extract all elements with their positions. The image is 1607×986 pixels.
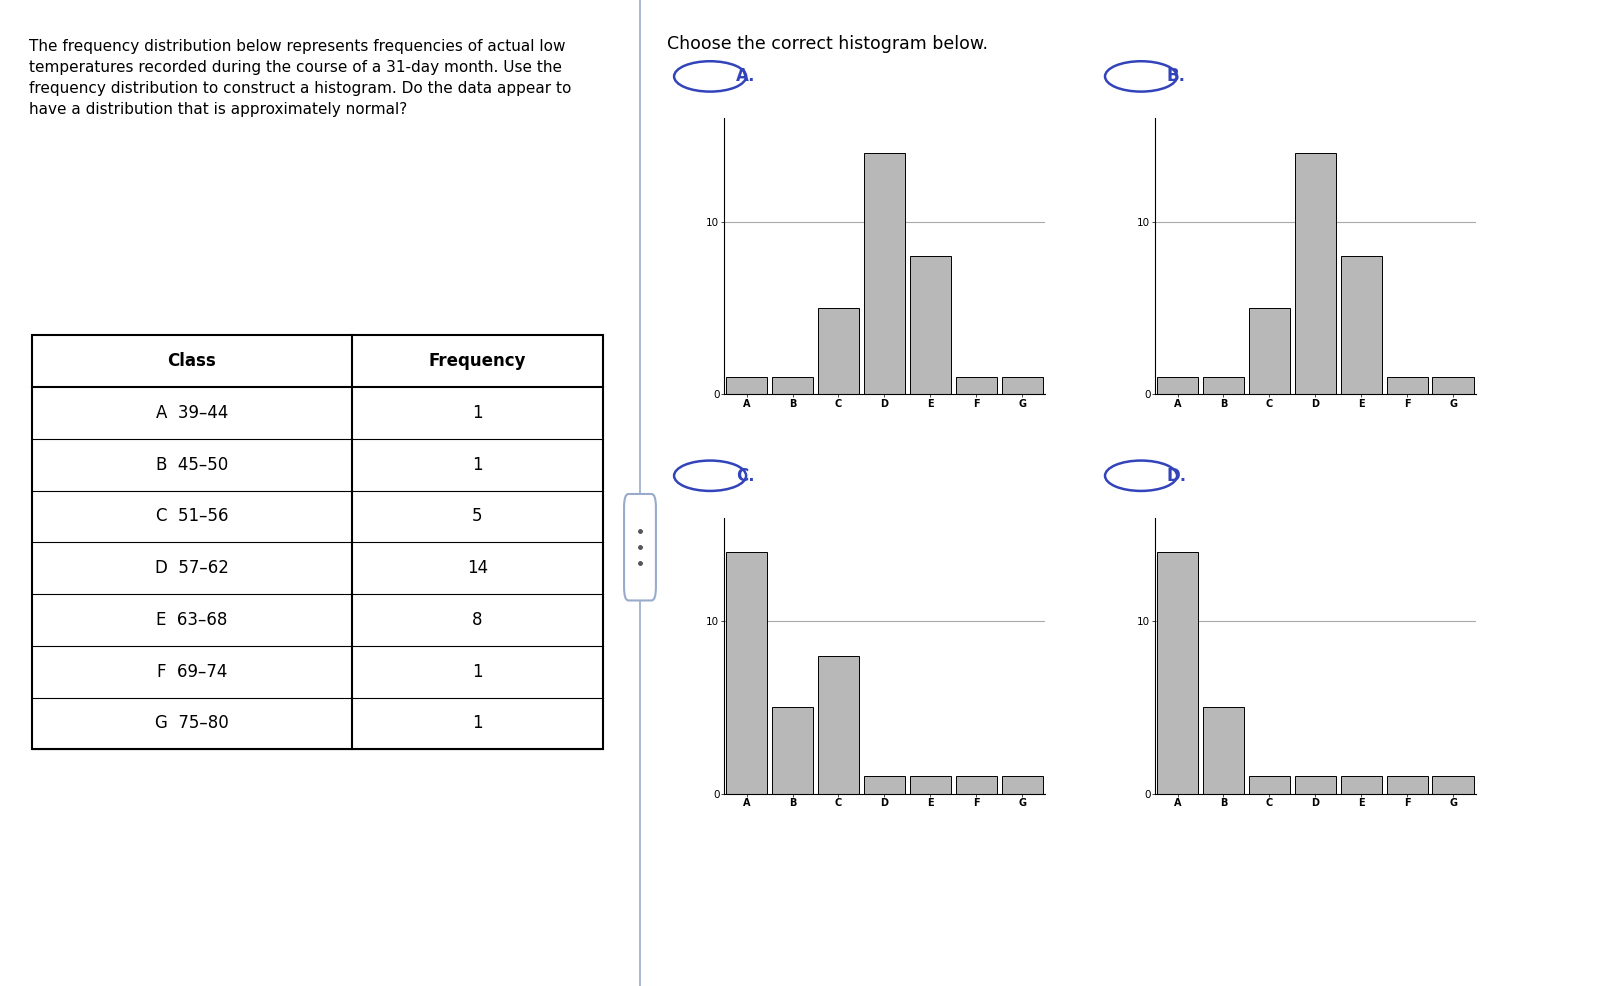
Bar (1385, 777, 1427, 794)
Bar (725, 377, 767, 394)
Text: 1: 1 (472, 663, 482, 680)
Bar (1202, 377, 1244, 394)
Bar (818, 656, 858, 794)
Text: E  63–68: E 63–68 (156, 611, 228, 629)
Bar (1294, 777, 1335, 794)
Bar (955, 777, 996, 794)
Text: C  51–56: C 51–56 (156, 508, 228, 526)
Bar (771, 708, 813, 794)
Text: F  69–74: F 69–74 (157, 663, 227, 680)
Text: Frequency: Frequency (429, 352, 525, 370)
Bar (910, 777, 950, 794)
Text: 8: 8 (472, 611, 482, 629)
Text: 5: 5 (472, 508, 482, 526)
Text: C.: C. (736, 466, 754, 485)
Text: A.: A. (736, 67, 755, 86)
Bar (955, 377, 996, 394)
Text: A  39–44: A 39–44 (156, 404, 228, 422)
Bar (1155, 552, 1197, 794)
Bar (1340, 777, 1380, 794)
Text: B  45–50: B 45–50 (156, 456, 228, 473)
Bar (1294, 153, 1335, 394)
Bar (910, 256, 950, 394)
Bar (1155, 377, 1197, 394)
Text: 1: 1 (472, 404, 482, 422)
Bar (863, 153, 905, 394)
Bar (863, 777, 905, 794)
FancyBboxPatch shape (624, 494, 656, 600)
Text: D  57–62: D 57–62 (154, 559, 228, 577)
Text: The frequency distribution below represents frequencies of actual low
temperatur: The frequency distribution below represe… (29, 39, 570, 117)
Text: 14: 14 (466, 559, 487, 577)
Bar (1249, 777, 1289, 794)
Text: B.: B. (1167, 67, 1184, 86)
Bar (1385, 377, 1427, 394)
Bar (1432, 377, 1474, 394)
Bar (725, 552, 767, 794)
Bar (1001, 777, 1043, 794)
Text: Choose the correct histogram below.: Choose the correct histogram below. (667, 35, 988, 52)
Bar (1340, 256, 1380, 394)
Text: 1: 1 (472, 715, 482, 733)
Bar (1001, 377, 1043, 394)
Bar (771, 377, 813, 394)
Text: D.: D. (1167, 466, 1186, 485)
Bar (1202, 708, 1244, 794)
Text: G  75–80: G 75–80 (154, 715, 228, 733)
Bar (1249, 308, 1289, 394)
Text: Class: Class (167, 352, 217, 370)
Bar (1432, 777, 1474, 794)
Text: 1: 1 (472, 456, 482, 473)
Bar (818, 308, 858, 394)
